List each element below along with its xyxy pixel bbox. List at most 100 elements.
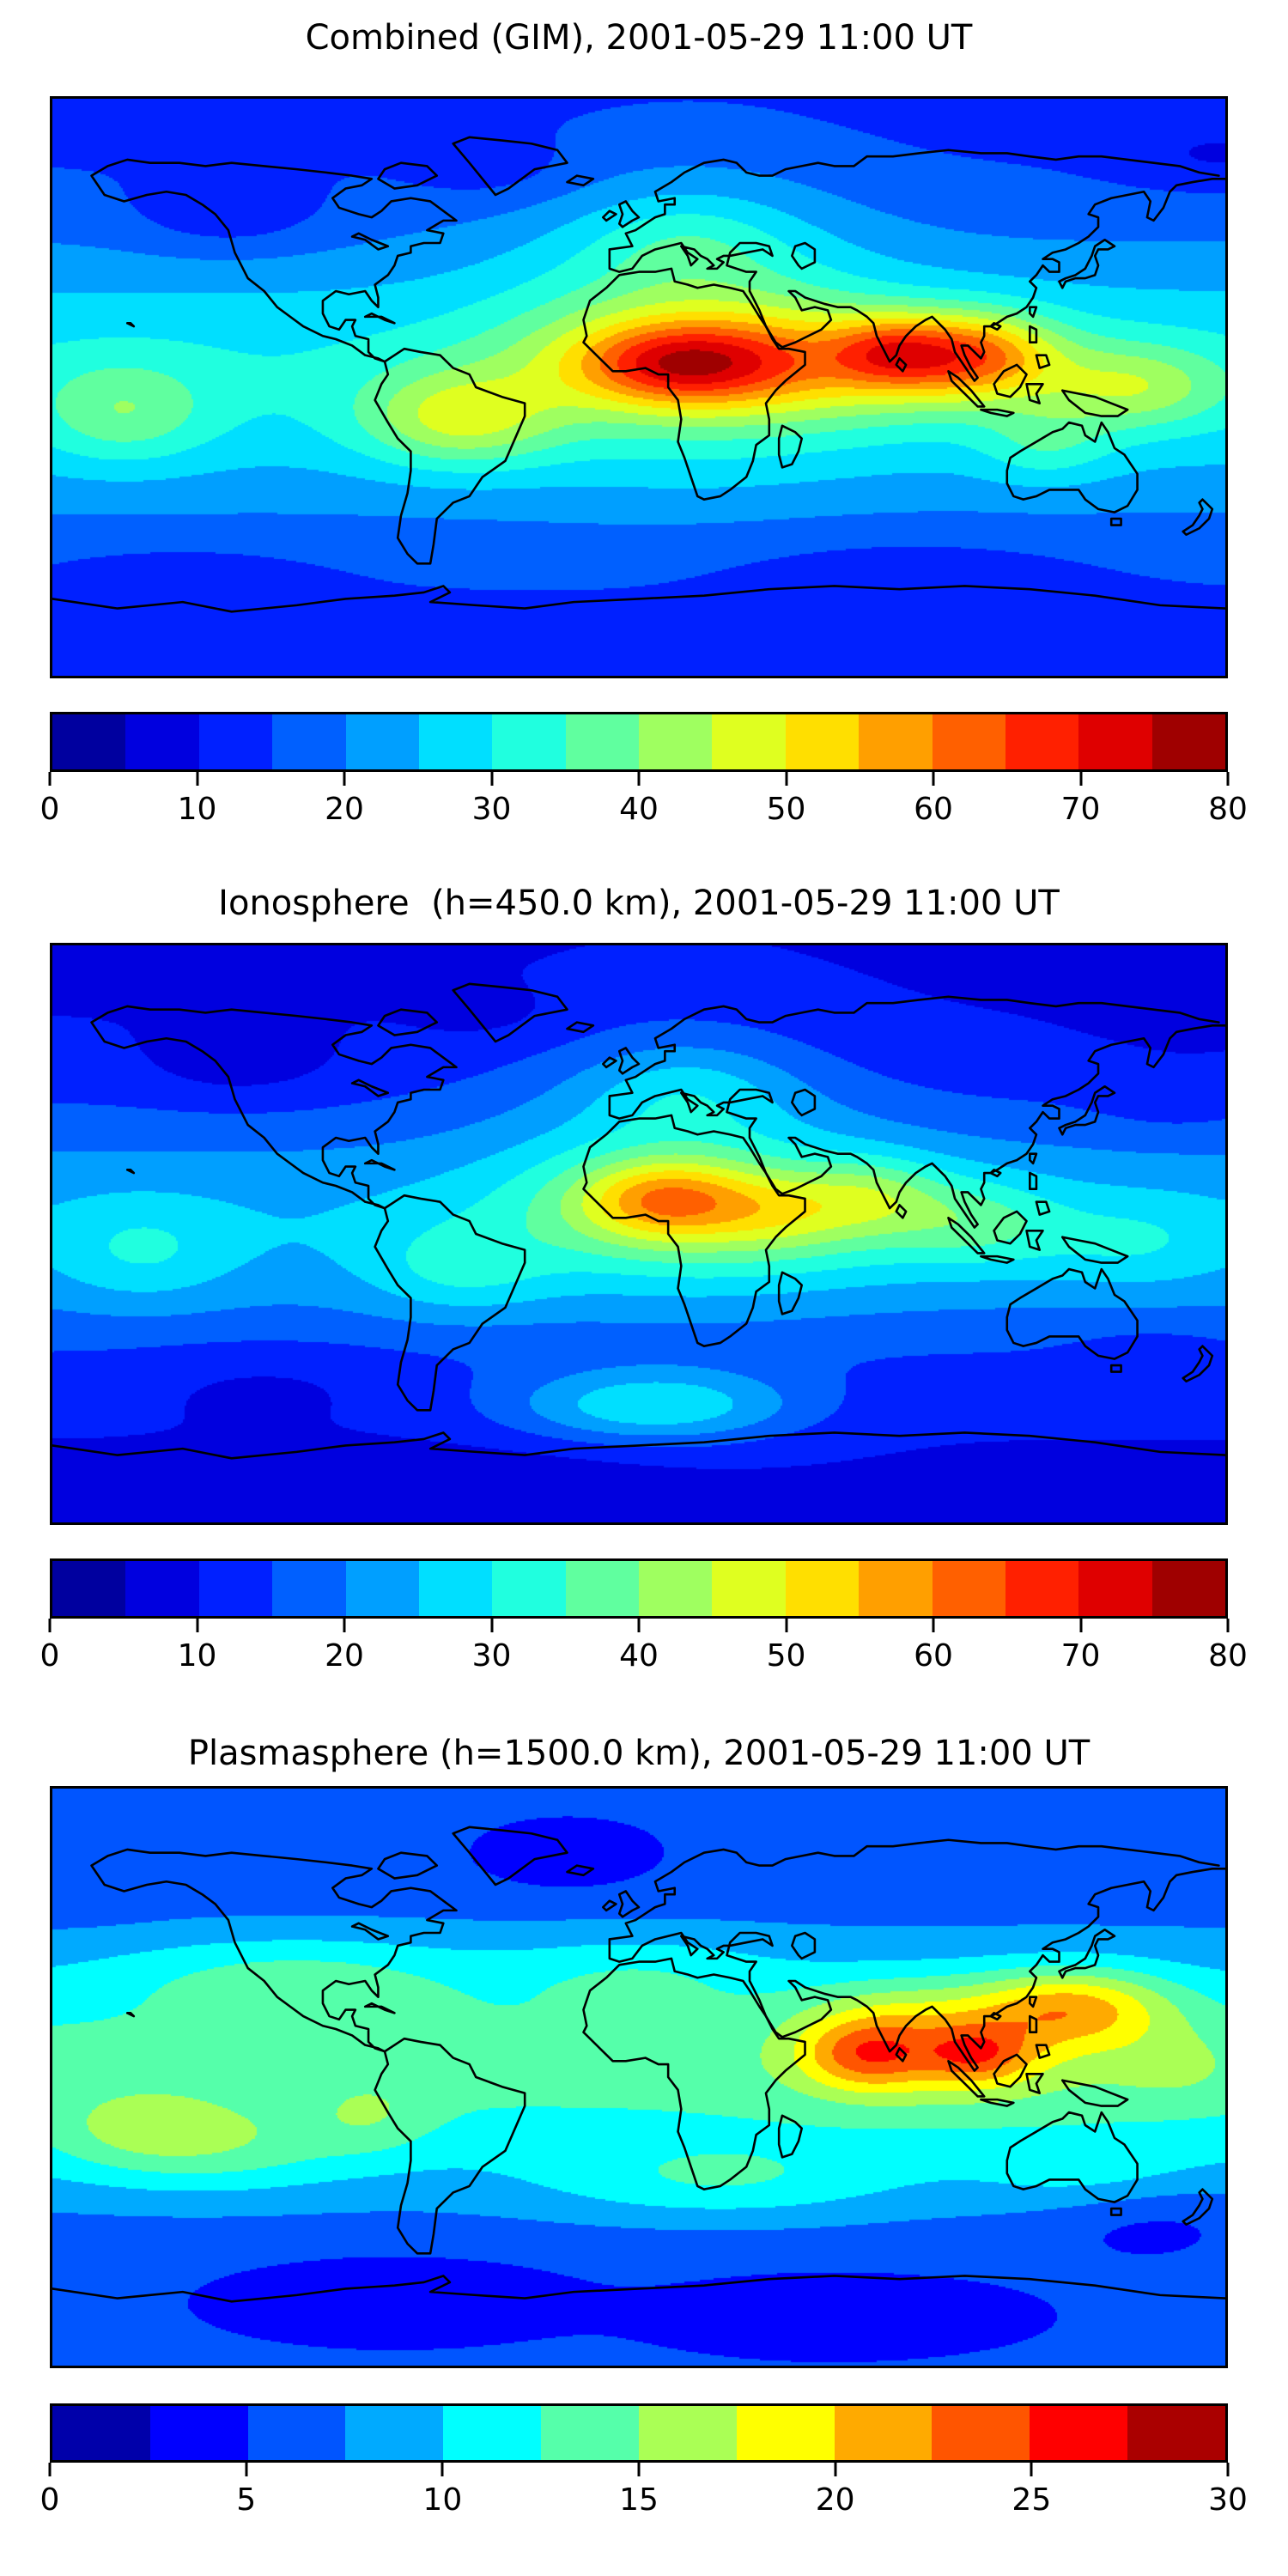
colorbar-segment — [492, 714, 566, 769]
colorbar — [50, 712, 1228, 772]
panel-title-combined: Combined (GIM), 2001-05-29 11:00 UT — [305, 18, 973, 58]
coastline-path — [1007, 1269, 1138, 1359]
coastline-path — [610, 1025, 1225, 1227]
colorbar-segment — [345, 2406, 444, 2460]
colorbar-segment — [1030, 2406, 1128, 2460]
colorbar-tick-mark — [834, 2463, 837, 2476]
coastline-path — [1027, 2074, 1043, 2093]
colorbar-ticks — [48, 772, 1230, 786]
colorbar-tick-mark — [637, 2463, 641, 2476]
colorbar-tick-mark — [1226, 772, 1230, 786]
coastline-path — [896, 1205, 906, 1218]
colorbar-segment — [1127, 2406, 1225, 2460]
world-map-combined — [50, 96, 1228, 678]
colorbar-tick-label: 10 — [177, 792, 217, 827]
colorbar-segment — [272, 714, 346, 769]
coastline-path — [1036, 355, 1049, 368]
coastline-path — [1030, 1997, 1036, 2007]
colorbar-tick-mark — [196, 1619, 198, 1632]
coastline-path — [610, 179, 1225, 380]
coastlines-overlay — [52, 945, 1225, 1522]
colorbar-tick-label: 0 — [39, 2482, 60, 2518]
colorbar-tick-label: 30 — [471, 792, 512, 827]
colorbar-tick-mark — [1079, 1619, 1082, 1632]
colorbar-segment — [712, 1561, 786, 1616]
colorbar-tick-mark — [637, 1619, 641, 1632]
coastline-path — [1030, 326, 1036, 343]
colorbar-segment — [639, 1561, 713, 1616]
coastline-path — [1062, 2081, 1127, 2106]
coastline-path — [1030, 2016, 1036, 2032]
coastline-path — [948, 2061, 984, 2096]
colorbar-tick-label: 5 — [236, 2482, 257, 2518]
coastline-path — [375, 349, 526, 563]
colorbar-tick-mark — [932, 1619, 935, 1632]
coastlines-overlay — [52, 1789, 1225, 2366]
coastline-path — [127, 2013, 134, 2016]
colorbar-segment — [443, 2406, 542, 2460]
panel-title-plasmasphere: Plasmasphere (h=1500.0 km), 2001-05-29 1… — [187, 1734, 1091, 1773]
coastline-path — [1030, 307, 1036, 317]
colorbar-segment — [712, 714, 786, 769]
coastline-path — [1111, 519, 1121, 525]
coastline-path — [619, 1891, 639, 1917]
coastline-path — [610, 1868, 1225, 2070]
colorbar-tick-labels: 0 10 20 30 40 50 60 70 80 — [40, 1638, 1248, 1674]
coastline-path — [1030, 1154, 1036, 1163]
coastline-path — [779, 426, 802, 468]
coastline-path — [453, 1827, 568, 1885]
colorbar-tick-label: 25 — [1012, 2482, 1052, 2518]
colorbar-segment — [639, 714, 713, 769]
colorbar-segment — [198, 1561, 273, 1616]
colorbar-segment — [785, 714, 860, 769]
tec-contour-canvas — [52, 1789, 1225, 2366]
tec-contour-canvas — [52, 945, 1225, 1522]
colorbar-tick-mark — [1226, 2463, 1230, 2476]
coastline-path — [52, 586, 1225, 611]
coastline-path — [610, 1840, 1219, 1940]
colorbar-tick-mark — [1079, 772, 1082, 786]
colorbar-tick-mark — [48, 1619, 52, 1632]
coastline-path — [568, 176, 593, 185]
coastline-path — [991, 2013, 1000, 2019]
coastline-path — [994, 1212, 1027, 1243]
coastline-path — [1183, 2190, 1212, 2225]
coastline-path — [981, 2099, 1013, 2105]
coastline-path — [375, 1195, 526, 1410]
coastline-path — [610, 997, 1219, 1097]
colorbar-tick-label: 80 — [1208, 1638, 1248, 1674]
colorbar-segment — [859, 714, 933, 769]
colorbar-tick-mark — [1030, 2463, 1033, 2476]
coastline-path — [779, 2116, 802, 2158]
colorbar-segment — [345, 714, 419, 769]
coastline-path — [453, 984, 568, 1042]
colorbar-tick-mark — [1226, 1619, 1230, 1632]
colorbar-tick-mark — [785, 1619, 787, 1632]
colorbar-segment — [834, 2406, 933, 2460]
coastline-path — [619, 1048, 639, 1073]
coastline-path — [994, 2055, 1027, 2087]
colorbar-tick-label: 0 — [39, 1638, 60, 1674]
colorbar-segment — [149, 2406, 248, 2460]
coastline-path — [583, 269, 805, 500]
colorbar-segment — [932, 2406, 1030, 2460]
coastline-path — [610, 150, 1219, 250]
colorbar-segment — [1005, 1561, 1079, 1616]
colorbar-ticks — [48, 1619, 1230, 1632]
colorbar-tick-label: 70 — [1060, 1638, 1101, 1674]
colorbar-tick-labels: 0 5 10 15 20 25 30 — [40, 2482, 1248, 2518]
coastline-path — [583, 1115, 805, 1346]
coastline-path — [1007, 2112, 1138, 2202]
world-map-plasmasphere — [50, 1786, 1228, 2368]
coastline-path — [981, 410, 1013, 416]
colorbar-segment — [125, 714, 199, 769]
coastline-path — [603, 211, 616, 221]
colorbar-segment — [418, 714, 493, 769]
coastline-path — [92, 1850, 457, 2051]
coastline-path — [1036, 2045, 1049, 2058]
coastline-path — [583, 1959, 805, 2190]
colorbar-segment — [1078, 714, 1152, 769]
coastline-path — [779, 1273, 802, 1315]
coastline-path — [352, 234, 388, 250]
